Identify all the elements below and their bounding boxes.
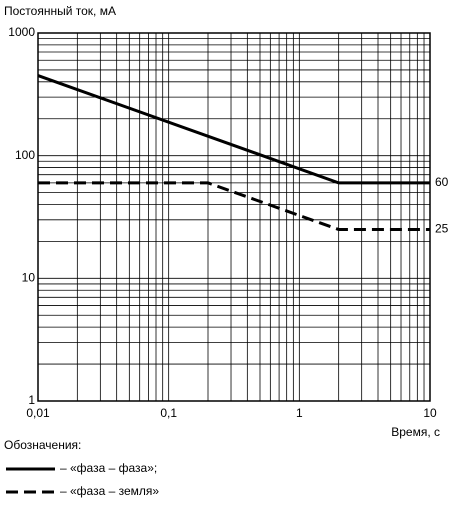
annotation: 25 — [435, 222, 449, 236]
legend-title: Обозначения: — [4, 438, 81, 452]
y-tick-label: 100 — [15, 148, 35, 162]
y-tick-label: 1000 — [8, 25, 35, 39]
y-tick-label: 1 — [28, 393, 35, 407]
x-tick-label: 0,01 — [26, 406, 50, 420]
x-tick-label: 1 — [296, 406, 303, 420]
y-tick-label: 10 — [22, 271, 36, 285]
x-tick-label: 0,1 — [160, 406, 177, 420]
series-line — [37, 74, 430, 185]
plot-frame — [37, 32, 431, 402]
annotation: 60 — [435, 175, 449, 189]
legend-label: – «фаза – фаза»; — [60, 461, 157, 475]
legend-label: – «фаза – земля» — [60, 484, 159, 498]
x-tick-label: 10 — [423, 406, 437, 420]
x-axis-label: Время, с — [391, 425, 440, 439]
series-line — [38, 181, 430, 232]
y-axis-label: Постоянный ток, мА — [4, 4, 116, 18]
